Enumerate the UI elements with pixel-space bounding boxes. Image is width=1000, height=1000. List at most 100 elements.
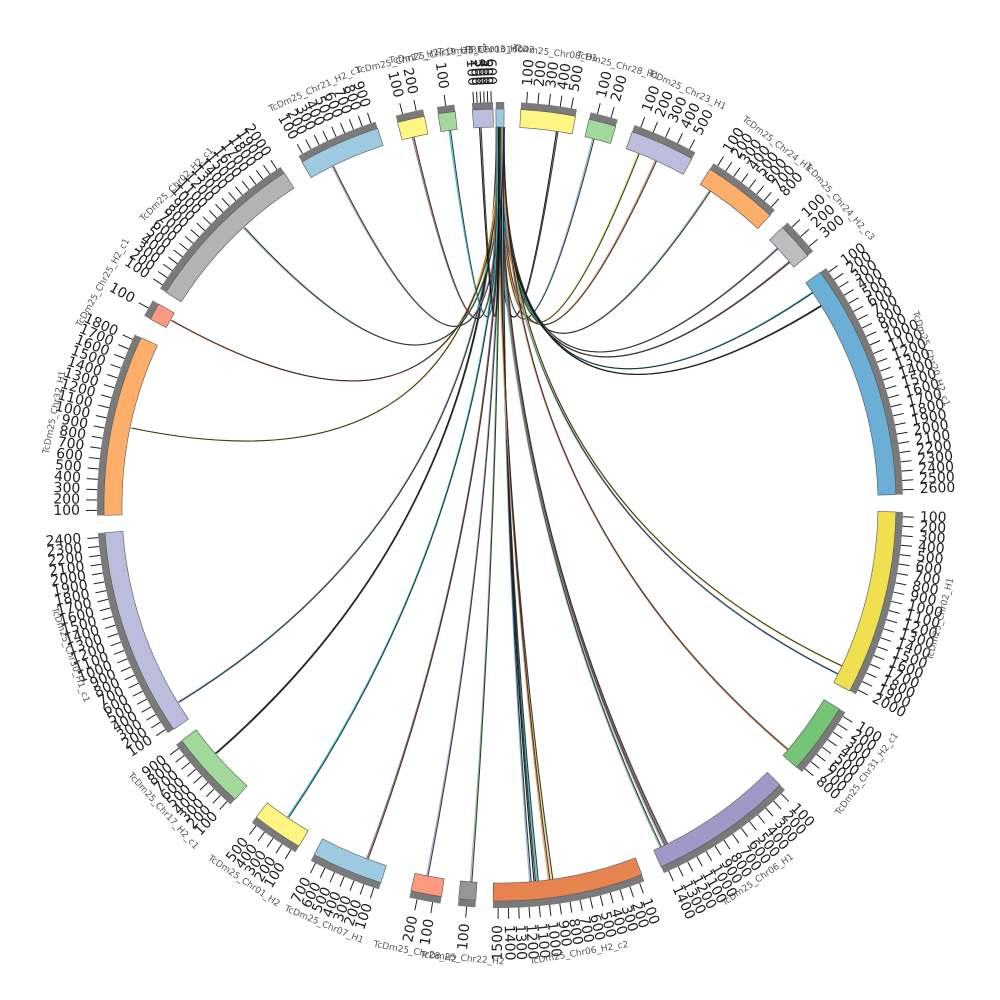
tick-label: 1400 (501, 925, 518, 961)
link-ribbon-edge (503, 127, 790, 751)
tick-mark (665, 127, 671, 138)
tick-mark (110, 641, 122, 647)
tick-mark (221, 197, 230, 207)
tick-mark (733, 167, 741, 177)
segment-name-label: PREC01016042 (465, 46, 534, 56)
tick-label: 1000 (544, 921, 564, 958)
segment-band (699, 168, 771, 229)
tick-mark (228, 192, 237, 202)
tick-mark (569, 901, 573, 913)
tick-label: 100 (53, 503, 80, 519)
tick-mark (118, 344, 129, 350)
tick-mark (150, 721, 161, 729)
tick-mark (885, 385, 897, 390)
link-ribbon (500, 127, 842, 668)
segment-band (437, 111, 458, 132)
tick-mark (124, 674, 135, 681)
tick-mark (895, 582, 907, 586)
link-ribbon-edge (171, 126, 503, 382)
tick-label: 100 (455, 923, 473, 951)
tick-mark (157, 271, 168, 279)
tick-mark (349, 880, 355, 892)
tick-mark (902, 479, 914, 481)
tick-mark (705, 851, 713, 862)
segment-name-label: TcDm25_Chr03_H2 (437, 44, 523, 58)
tick-label: 400 (607, 907, 630, 937)
tick-label: 2000 (50, 568, 88, 590)
segment-band (313, 838, 387, 884)
tick-mark (95, 590, 107, 594)
tick-mark (136, 698, 148, 705)
tick-mark (110, 363, 122, 369)
tick-label: 500 (597, 910, 619, 940)
tick-mark (873, 348, 884, 355)
tick-label: 200 (400, 914, 421, 943)
tick-label: 200 (467, 59, 484, 87)
tick-mark (476, 91, 478, 103)
segment-axis-bar (436, 104, 456, 114)
segment-axis-bar (298, 121, 378, 163)
tick-label: 2200 (915, 438, 952, 458)
link-ribbon-edge (244, 126, 504, 346)
segment-axis-bar (492, 874, 645, 908)
tick-label: 400 (474, 58, 491, 85)
segment-band (181, 729, 248, 800)
segment-tcdm25-chr02-h2-c1: 1002003004005006007008009001000110012001… (121, 121, 295, 303)
tick-mark (339, 876, 345, 887)
tick-mark (832, 731, 843, 739)
tick-mark (857, 314, 868, 321)
tick-mark (87, 537, 99, 539)
tick-mark (865, 331, 877, 337)
link-ribbon-edge (503, 127, 779, 353)
segment-band (458, 880, 478, 901)
tick-mark (99, 607, 111, 612)
segment-tcdm25-chr30-h1-c1: 1002003004005006007008009001000110012001… (45, 531, 189, 761)
segment-axis-bar (251, 817, 300, 853)
tick-mark (138, 302, 149, 309)
tick-label: 2100 (914, 427, 952, 448)
tick-mark (443, 94, 447, 106)
tick-mark (181, 762, 191, 770)
segment-axis-bar (849, 511, 903, 695)
tick-mark (339, 122, 346, 134)
segment-axis-bar (495, 101, 505, 110)
segment-axis-bar (97, 334, 142, 516)
tick-mark (748, 179, 757, 189)
tick-mark (740, 827, 749, 838)
tick-label: 500 (567, 64, 587, 93)
tick-label: 100 (520, 59, 538, 87)
tick-mark (838, 281, 849, 288)
tick-label: 1800 (53, 586, 91, 609)
tick-label: 2400 (918, 459, 955, 478)
tick-mark (559, 903, 562, 915)
segment-band (833, 511, 897, 692)
tick-mark (749, 821, 757, 831)
tick-mark (526, 91, 528, 103)
segment-band (495, 108, 505, 128)
tick-label: 900 (554, 919, 574, 948)
tick-mark (810, 761, 820, 769)
tick-label: 900 (908, 588, 938, 609)
tick-mark (114, 354, 125, 359)
tick-mark (212, 794, 221, 804)
tick-mark (877, 646, 888, 651)
tick-mark (266, 837, 274, 848)
segment-axis-bar (709, 163, 775, 216)
tick-mark (329, 872, 335, 883)
tick-label: 400 (555, 62, 575, 91)
segment-band (149, 303, 175, 328)
tick-label: 2300 (46, 540, 83, 560)
tick-label: 2600 (919, 480, 955, 497)
tick-mark (609, 892, 614, 904)
link-ribbon (479, 127, 500, 317)
tick-mark (862, 681, 873, 687)
tick-mark (322, 130, 329, 141)
tick-mark (898, 441, 910, 444)
tick-label: 800 (911, 578, 940, 599)
segment-axis-bar (310, 854, 381, 890)
tick-label: 1000 (53, 399, 91, 422)
tick-mark (187, 768, 197, 777)
tick-mark (413, 99, 417, 111)
tick-mark (128, 682, 139, 689)
